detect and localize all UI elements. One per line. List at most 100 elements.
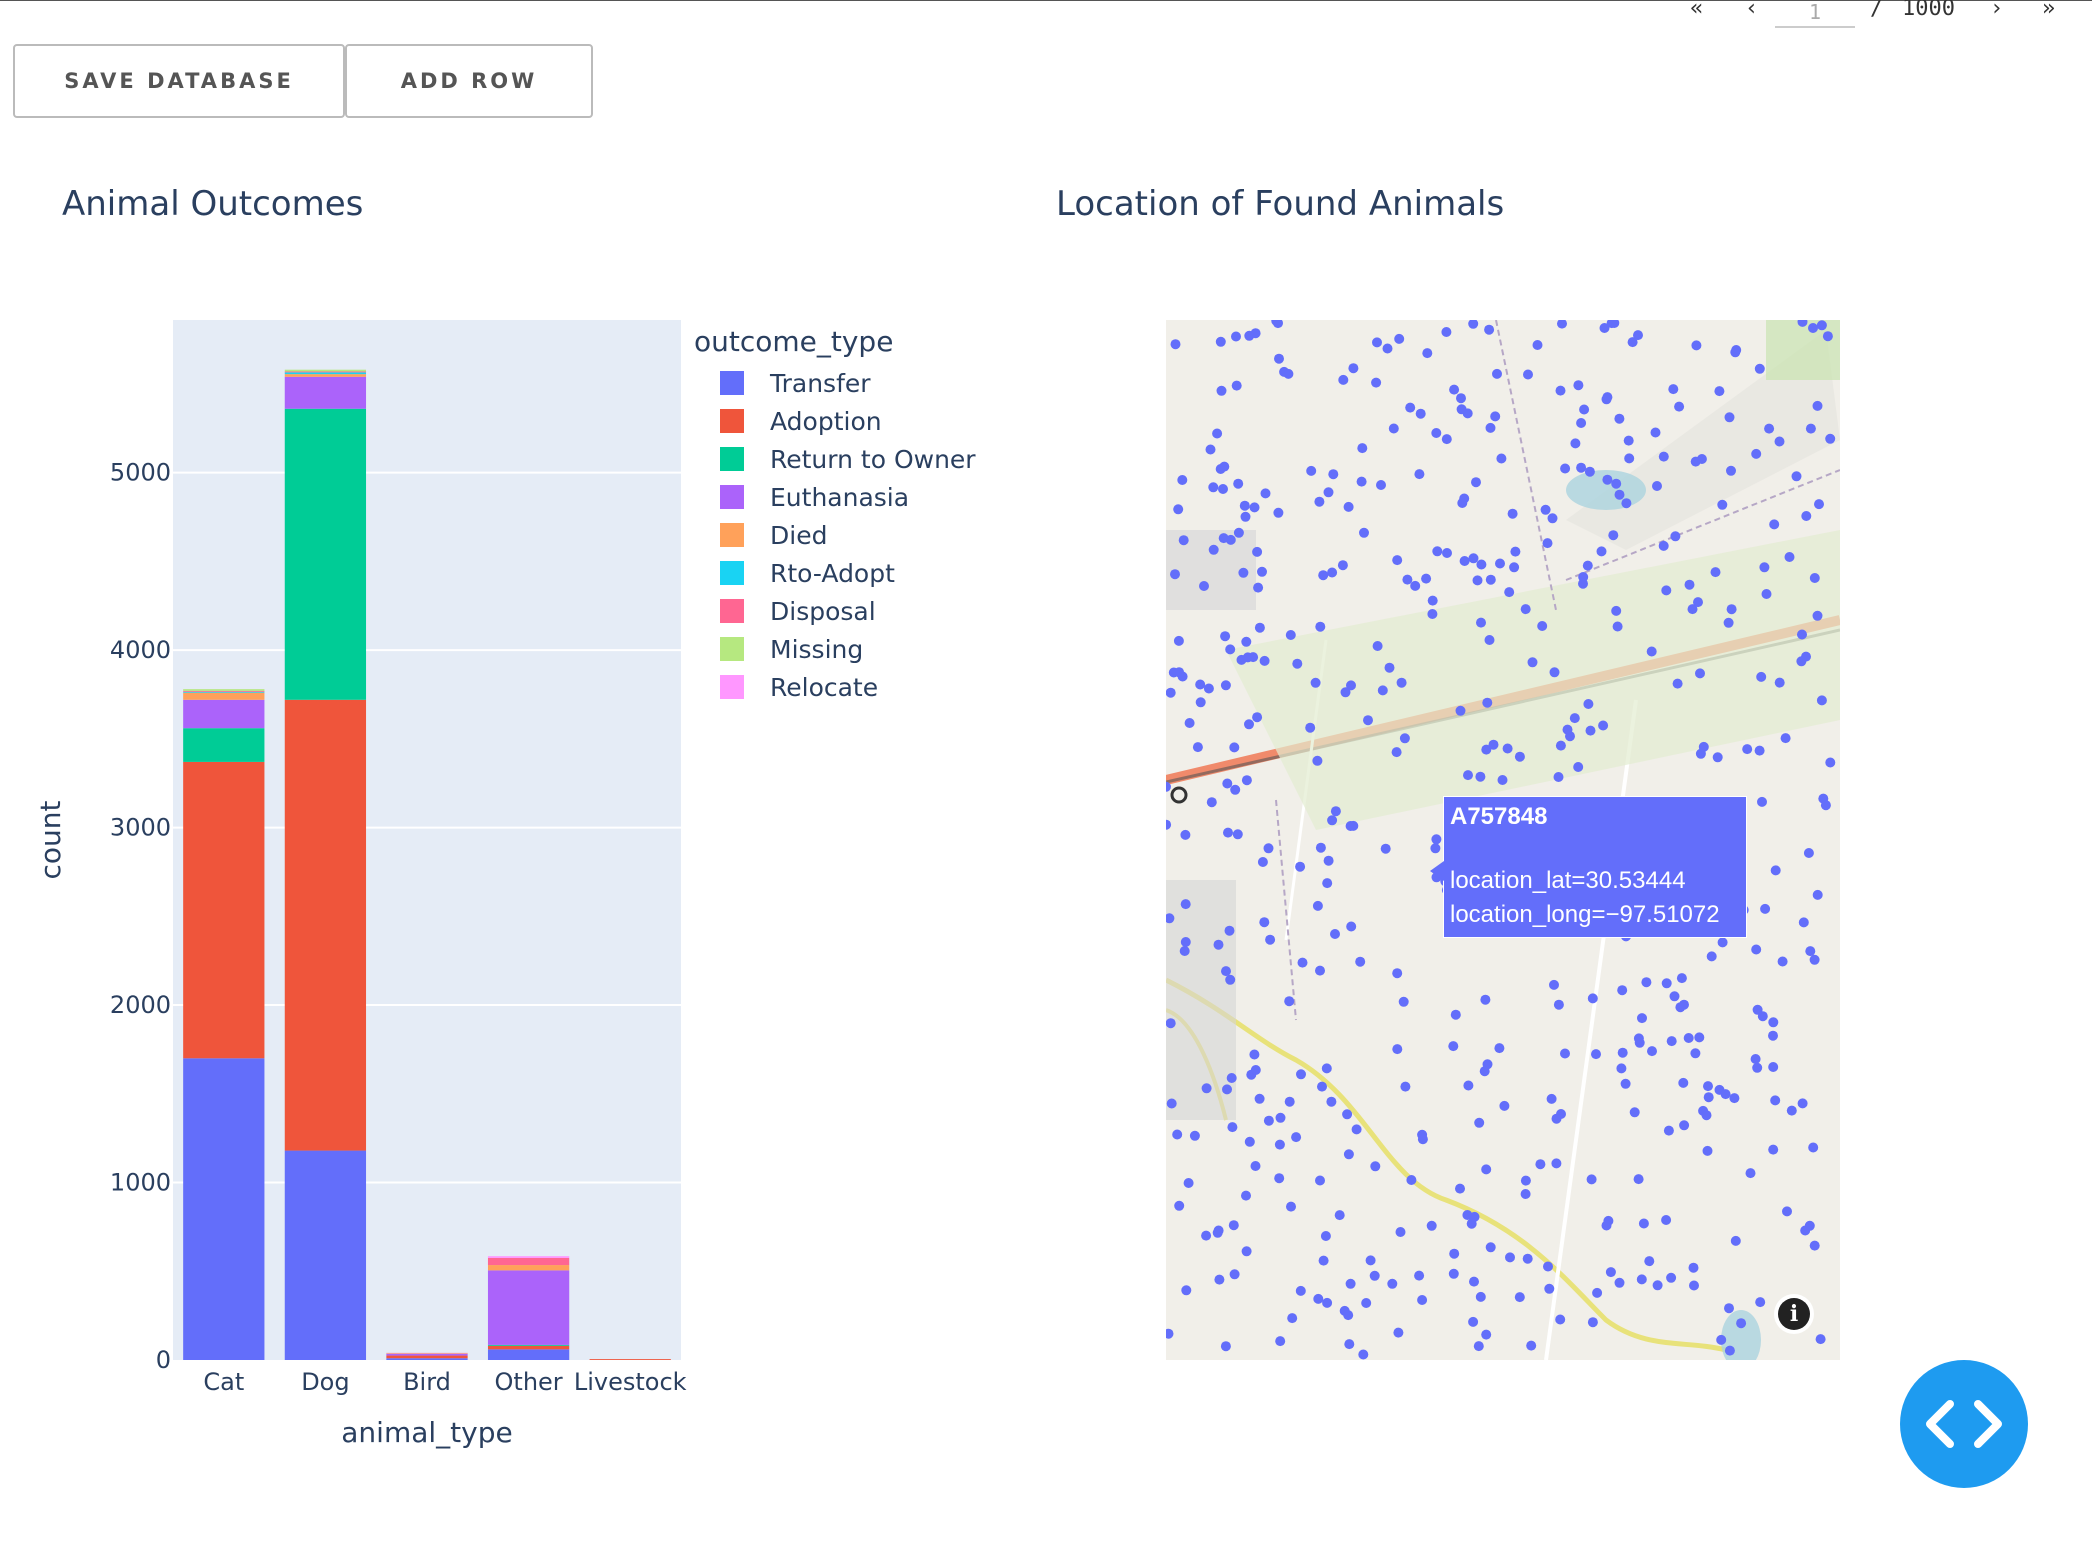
map-marker[interactable] bbox=[1387, 1278, 1398, 1289]
map-marker[interactable] bbox=[1482, 1059, 1493, 1070]
map-marker[interactable] bbox=[1253, 582, 1264, 593]
map-marker[interactable] bbox=[1585, 725, 1596, 736]
map-marker[interactable] bbox=[1661, 978, 1672, 989]
bar-segment[interactable] bbox=[284, 1150, 367, 1360]
map-marker[interactable] bbox=[1380, 843, 1391, 854]
bar-segment[interactable] bbox=[284, 372, 367, 375]
map-marker[interactable] bbox=[1696, 454, 1707, 464]
map-marker[interactable] bbox=[1201, 1230, 1212, 1241]
map-marker[interactable] bbox=[1283, 368, 1294, 379]
map-marker[interactable] bbox=[1647, 1046, 1657, 1057]
map-marker[interactable] bbox=[1415, 408, 1426, 419]
map-marker[interactable] bbox=[1724, 1345, 1735, 1356]
map-marker[interactable] bbox=[1687, 604, 1698, 615]
map-marker[interactable] bbox=[1573, 380, 1584, 391]
bar-segment[interactable] bbox=[284, 408, 367, 700]
bar-segment[interactable] bbox=[487, 1265, 570, 1271]
save-database-button[interactable]: SAVE DATABASE bbox=[13, 44, 345, 118]
map-marker[interactable] bbox=[1166, 781, 1171, 792]
map-marker[interactable] bbox=[1286, 1201, 1296, 1212]
map-marker[interactable] bbox=[1720, 1089, 1731, 1100]
map-marker[interactable] bbox=[1180, 899, 1191, 910]
map-marker[interactable] bbox=[1703, 1092, 1714, 1103]
map-marker[interactable] bbox=[1320, 1231, 1331, 1241]
map-marker[interactable] bbox=[1658, 451, 1669, 462]
map-marker[interactable] bbox=[1180, 937, 1191, 947]
map-marker[interactable] bbox=[1812, 889, 1823, 900]
map-marker[interactable] bbox=[1666, 1272, 1677, 1283]
bar-segment[interactable] bbox=[487, 1345, 570, 1350]
legend-item[interactable]: Rto-Adopt bbox=[694, 554, 976, 592]
map-marker[interactable] bbox=[1327, 815, 1338, 826]
bar-segment[interactable] bbox=[284, 369, 367, 372]
map-marker[interactable] bbox=[1730, 1235, 1741, 1246]
map-marker[interactable] bbox=[1249, 502, 1260, 513]
map-marker[interactable] bbox=[1480, 994, 1491, 1005]
map-marker[interactable] bbox=[1611, 605, 1622, 616]
map-marker[interactable] bbox=[1275, 1112, 1286, 1123]
map-marker[interactable] bbox=[1587, 1317, 1598, 1328]
map-marker[interactable] bbox=[1322, 1297, 1333, 1308]
map-marker[interactable] bbox=[1340, 687, 1351, 698]
map-marker[interactable] bbox=[1754, 363, 1765, 374]
map-marker[interactable] bbox=[1285, 630, 1296, 640]
map-marker[interactable] bbox=[1396, 677, 1407, 688]
bar-segment[interactable] bbox=[183, 690, 265, 692]
map-marker[interactable] bbox=[1417, 1295, 1428, 1305]
map-marker[interactable] bbox=[1543, 1261, 1553, 1272]
map-marker[interactable] bbox=[1481, 744, 1492, 755]
map-marker[interactable] bbox=[1768, 1144, 1779, 1155]
map-marker[interactable] bbox=[1614, 413, 1625, 424]
map-marker[interactable] bbox=[1297, 957, 1308, 968]
map-marker[interactable] bbox=[1769, 519, 1780, 530]
map-marker[interactable] bbox=[1220, 631, 1231, 642]
map-marker[interactable] bbox=[1166, 1018, 1176, 1029]
legend-item[interactable]: Died bbox=[694, 516, 976, 554]
map-marker[interactable] bbox=[1427, 609, 1438, 619]
last-page-icon[interactable]: » bbox=[2042, 0, 2056, 21]
map-marker[interactable] bbox=[1650, 427, 1661, 438]
map-marker[interactable] bbox=[1334, 1210, 1345, 1221]
map-marker[interactable] bbox=[1751, 944, 1762, 955]
map-marker[interactable] bbox=[1481, 1164, 1492, 1175]
map-marker[interactable] bbox=[1820, 800, 1831, 811]
map-marker[interactable] bbox=[1675, 1002, 1686, 1013]
map-marker[interactable] bbox=[1815, 1334, 1826, 1345]
map-marker[interactable] bbox=[1214, 1274, 1225, 1285]
map-marker[interactable] bbox=[1222, 778, 1233, 789]
map-marker[interactable] bbox=[1184, 718, 1195, 728]
map-marker[interactable] bbox=[1287, 1313, 1298, 1324]
map-marker[interactable] bbox=[1745, 1168, 1756, 1179]
map-marker[interactable] bbox=[1357, 443, 1368, 454]
map-marker[interactable] bbox=[1391, 747, 1402, 758]
map-marker[interactable] bbox=[1323, 855, 1334, 866]
map-marker[interactable] bbox=[1330, 929, 1340, 939]
map-marker[interactable] bbox=[1509, 562, 1520, 573]
map-marker[interactable] bbox=[1494, 1043, 1505, 1054]
map-marker[interactable] bbox=[1343, 1149, 1354, 1160]
map-marker[interactable] bbox=[1342, 1109, 1353, 1120]
legend-item[interactable]: Adoption bbox=[694, 402, 976, 440]
map-marker[interactable] bbox=[1166, 1328, 1174, 1339]
map-marker[interactable] bbox=[1637, 1013, 1647, 1024]
map-marker[interactable] bbox=[1463, 770, 1473, 781]
map-marker[interactable] bbox=[1361, 1298, 1372, 1308]
map-marker[interactable] bbox=[1488, 739, 1499, 750]
map-marker[interactable] bbox=[1431, 428, 1442, 438]
map-marker[interactable] bbox=[1791, 471, 1802, 482]
map-marker[interactable] bbox=[1608, 530, 1619, 541]
map-marker[interactable] bbox=[1326, 1096, 1337, 1107]
map-marker[interactable] bbox=[1754, 745, 1765, 756]
map-marker[interactable] bbox=[1195, 697, 1206, 708]
map-marker[interactable] bbox=[1273, 320, 1283, 329]
bar-segment[interactable] bbox=[386, 1353, 468, 1356]
legend-item[interactable]: Euthanasia bbox=[694, 478, 976, 516]
map-marker[interactable] bbox=[1780, 733, 1791, 744]
map-marker[interactable] bbox=[1822, 331, 1833, 342]
map-marker[interactable] bbox=[1481, 1329, 1492, 1340]
map-marker[interactable] bbox=[1252, 712, 1263, 723]
map-marker[interactable] bbox=[1468, 553, 1479, 564]
bar-segment[interactable] bbox=[487, 1256, 570, 1258]
map-marker[interactable] bbox=[1284, 1096, 1295, 1107]
bar-segment[interactable] bbox=[487, 1344, 570, 1346]
